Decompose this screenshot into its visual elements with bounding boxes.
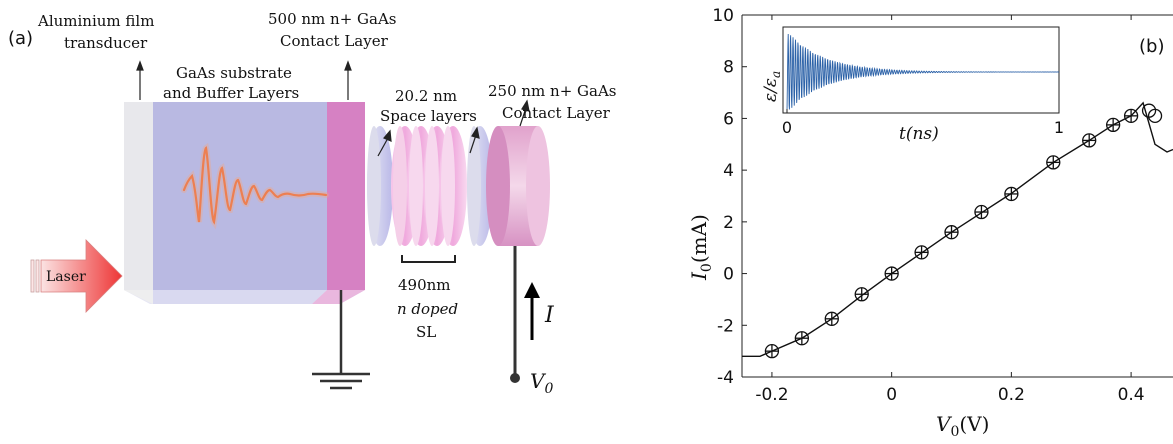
- y-axis-label: I0(mA): [687, 214, 715, 281]
- laser-arrow: [30, 239, 123, 313]
- substrate-label-line1: GaAs substrate: [176, 64, 292, 82]
- y-tick-label: 4: [723, 161, 734, 181]
- contact250-label-line1: 250 nm n+ GaAs: [488, 82, 617, 100]
- device-schematic-panel: (a) Laser: [8, 10, 617, 397]
- strain-pulse-waveform: [182, 146, 328, 225]
- measured-point-marker: [1105, 117, 1121, 133]
- measured-point-marker: [764, 343, 780, 359]
- contact500-label-line2: Contact Layer: [280, 32, 389, 50]
- x-tick-label: 0.2: [998, 385, 1025, 405]
- measured-point-marker: [794, 331, 810, 346]
- measured-point-marker: [1004, 186, 1019, 202]
- inset-plot: 0 1 ε/εa t(ns): [761, 26, 1064, 144]
- measured-point-marker: [1082, 133, 1097, 148]
- measured-point-marker: [1123, 108, 1139, 123]
- y-tick-label: 0: [723, 265, 734, 285]
- laser-label: Laser: [46, 269, 86, 285]
- measured-point-marker: [914, 245, 929, 260]
- substrate-label-line2: and Buffer Layers: [163, 84, 299, 102]
- x-tick-label: 0: [886, 385, 897, 405]
- sl-label-line2: n doped: [397, 300, 458, 318]
- iv-chart-panel: -0.2 0 0.2 0.4 -4 -2 0 2 4 6 8 10 I0(mA) V0(V) (b)…: [680, 0, 1173, 440]
- label-pointers: [136, 60, 530, 157]
- inset-waveform-line: [786, 33, 1059, 113]
- voltage-label: V0: [530, 369, 553, 397]
- x-tick-label: -0.2: [755, 385, 788, 405]
- y-tick-label: -2: [717, 316, 734, 336]
- measured-point-marker: [884, 266, 899, 281]
- x-tick-label: 0.4: [1118, 385, 1145, 405]
- spacer-label-line1: 20.2 nm: [395, 87, 457, 105]
- panel-b-label: (b): [1139, 36, 1164, 57]
- contact500-label-line1: 500 nm n+ GaAs: [268, 10, 397, 28]
- measured-point-marker: [944, 225, 959, 240]
- ground-symbol: [312, 290, 370, 390]
- y-tick-label: 8: [723, 58, 734, 78]
- current-label: I: [544, 303, 555, 328]
- inset-x-tick-label: 1: [1054, 118, 1064, 137]
- open-circle-marker: [1147, 108, 1163, 123]
- measured-point-marker: [974, 204, 989, 220]
- main-plot-axes: [741, 14, 1173, 378]
- y-tick-label: 6: [723, 109, 734, 129]
- sl-label-line3: SL: [416, 323, 436, 341]
- aluminium-film-label-line1: Aluminium film: [37, 12, 154, 30]
- voltage-wire: [510, 246, 520, 383]
- measured-point-marker: [824, 311, 839, 326]
- aluminium-film-label-line2: transducer: [64, 34, 148, 52]
- y-tick-label: 2: [723, 213, 734, 233]
- panel-a-label: (a): [8, 28, 33, 49]
- sl-label-line1: 490nm: [398, 276, 451, 294]
- inset-y-label: ε/εa: [761, 71, 783, 102]
- top-contact-cylinder: [486, 126, 550, 246]
- measured-point-marker: [854, 287, 869, 302]
- y-tick-label: 10: [712, 6, 734, 26]
- y-tick-label: -4: [717, 368, 734, 388]
- x-axis-label: V0(V): [936, 412, 989, 439]
- measured-point-marker: [1046, 155, 1061, 170]
- contact250-label-line2: Contact Layer: [502, 104, 611, 122]
- inset-x-label: t(ns): [899, 124, 939, 144]
- superlattice-stack: [367, 126, 493, 246]
- inset-x-tick-label: 0: [782, 118, 792, 137]
- spacer-label-line2: Space layers: [380, 107, 477, 125]
- sl-bracket: [401, 255, 456, 263]
- current-arrow: [524, 282, 540, 340]
